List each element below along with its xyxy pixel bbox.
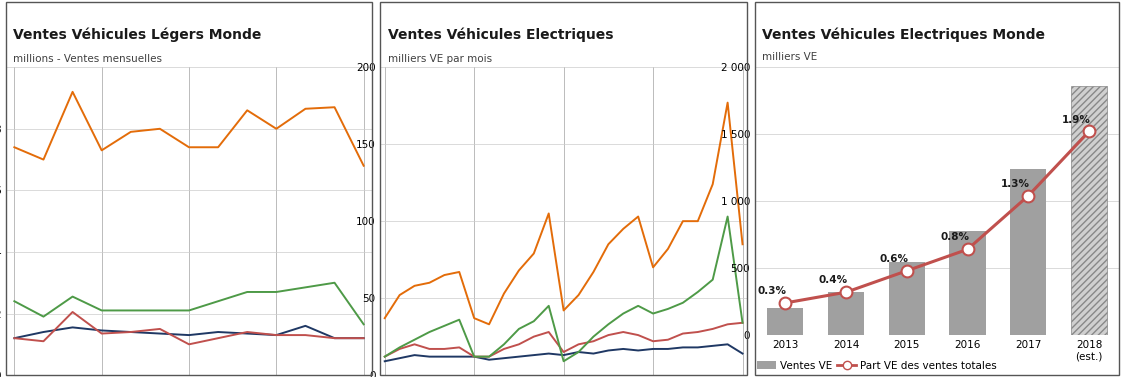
Bar xyxy=(767,308,803,335)
Legend: Ventes VE, Part VE des ventes totales: Ventes VE, Part VE des ventes totales xyxy=(753,356,1001,375)
Text: 1: 1 xyxy=(342,26,354,43)
Text: 1.3%: 1.3% xyxy=(1001,179,1029,189)
Bar xyxy=(828,292,864,335)
Bar xyxy=(889,262,925,335)
Bar xyxy=(950,231,986,335)
Text: 0.3%: 0.3% xyxy=(758,286,786,296)
Bar xyxy=(1010,169,1046,335)
Text: 0.4%: 0.4% xyxy=(819,275,848,285)
Text: Ventes Véhicules Electriques Monde: Ventes Véhicules Electriques Monde xyxy=(762,27,1045,42)
Text: 1.9%: 1.9% xyxy=(1062,115,1090,124)
Bar xyxy=(1071,86,1107,335)
Text: 0.8%: 0.8% xyxy=(940,232,969,242)
Text: millions - Ventes mensuelles: millions - Ventes mensuelles xyxy=(14,54,162,64)
Text: milliers VE par mois: milliers VE par mois xyxy=(388,54,492,64)
Text: Ventes Véhicules Légers Monde: Ventes Véhicules Légers Monde xyxy=(14,27,261,42)
Text: 0.6%: 0.6% xyxy=(880,254,908,264)
Text: 3: 3 xyxy=(1089,26,1101,43)
Text: milliers VE: milliers VE xyxy=(762,52,818,62)
Text: Ventes Véhicules Electriques: Ventes Véhicules Electriques xyxy=(388,27,613,42)
Text: 2: 2 xyxy=(717,26,729,43)
